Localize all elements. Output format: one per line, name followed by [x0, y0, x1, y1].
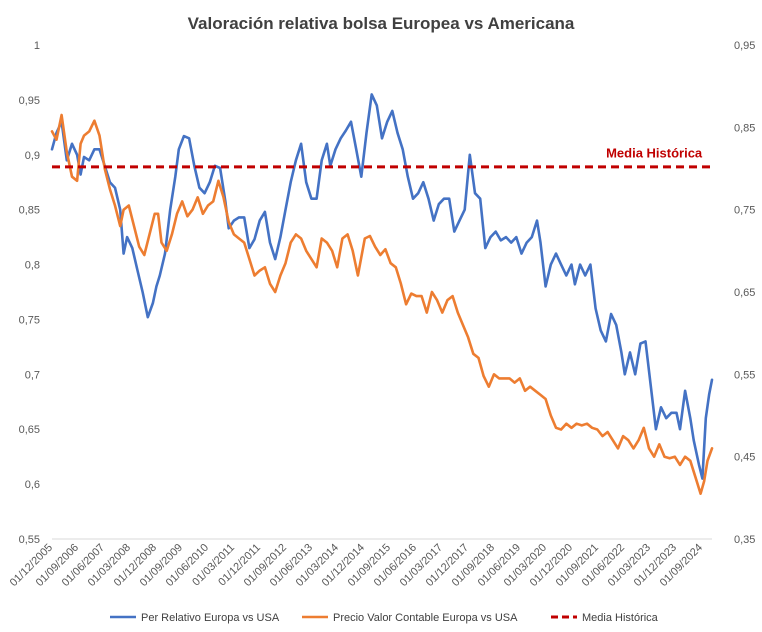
y-left-tick-label: 0,55 — [19, 534, 40, 546]
legend: Per Relativo Europa vs USA Precio Valor C… — [110, 612, 659, 624]
y-left-tick-label: 0,95 — [19, 95, 40, 107]
x-axis: 01/12/200501/09/200601/06/200701/03/2008… — [8, 542, 705, 589]
y-left-tick-label: 1 — [34, 40, 40, 52]
y-right-tick-label: 0,55 — [734, 369, 755, 381]
chart-title: Valoración relativa bolsa Europea vs Ame… — [188, 14, 575, 33]
y-right-tick-label: 0,45 — [734, 452, 755, 464]
y-right-tick-label: 0,75 — [734, 205, 755, 217]
legend-label: Media Histórica — [582, 612, 659, 624]
y-right-axis: 0,35 0,45 0,55 0,65 0,75 0,85 0,95 — [734, 40, 755, 546]
y-right-tick-label: 0,85 — [734, 122, 755, 134]
y-left-axis: 0,55 0,6 0,65 0,7 0,75 0,8 0,85 0,9 0,95 1 — [19, 40, 40, 546]
y-left-tick-label: 0,65 — [19, 424, 40, 436]
y-left-tick-label: 0,8 — [25, 260, 40, 272]
series-precio-valor-contable-line — [50, 113, 714, 495]
y-left-tick-label: 0,6 — [25, 479, 40, 491]
legend-item-media-historica: Media Histórica — [551, 612, 659, 624]
legend-item-precio-valor-contable: Precio Valor Contable Europa vs USA — [302, 612, 518, 624]
y-right-tick-label: 0,95 — [734, 40, 755, 52]
legend-label: Precio Valor Contable Europa vs USA — [333, 612, 518, 624]
y-left-tick-label: 0,85 — [19, 205, 40, 217]
y-left-tick-label: 0,9 — [25, 150, 40, 162]
y-left-tick-label: 0,75 — [19, 314, 40, 326]
y-right-tick-label: 0,65 — [734, 287, 755, 299]
series-per-relativo-line — [50, 93, 714, 480]
y-left-tick-label: 0,7 — [25, 369, 40, 381]
series-layer — [50, 93, 714, 495]
y-right-tick-label: 0,35 — [734, 534, 755, 546]
media-historica-label: Media Histórica — [606, 146, 703, 161]
legend-item-per-relativo: Per Relativo Europa vs USA — [110, 612, 280, 624]
legend-label: Per Relativo Europa vs USA — [141, 612, 280, 624]
